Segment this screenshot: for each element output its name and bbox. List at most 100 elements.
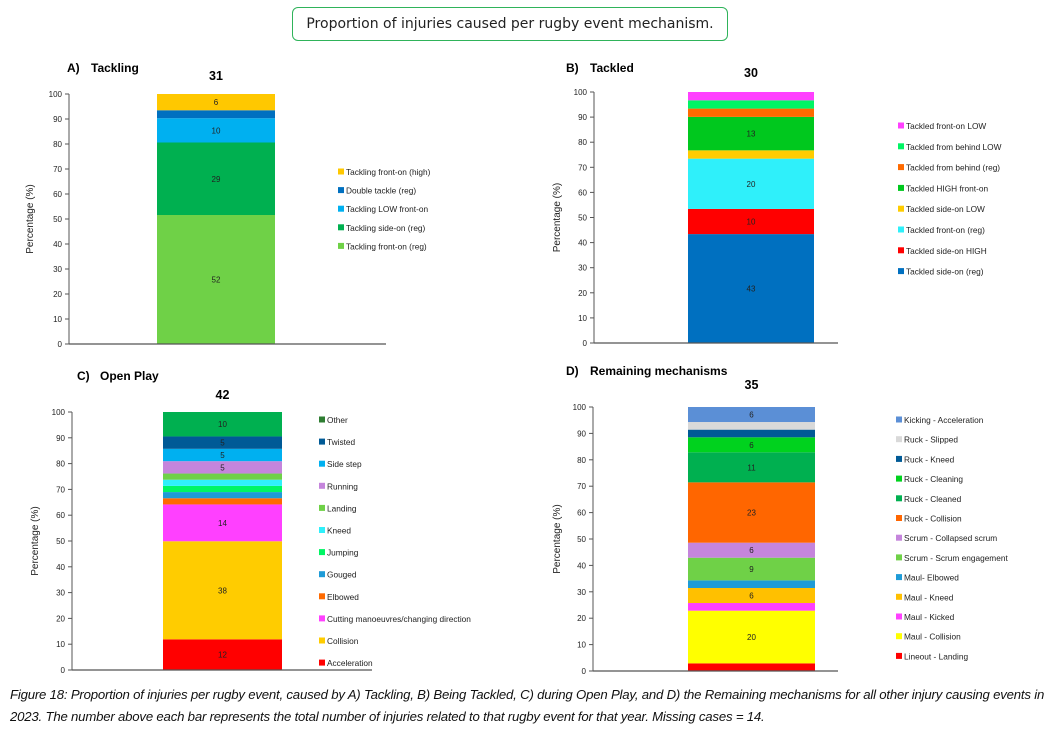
legend-label: Tackled front-on (reg) [906, 225, 985, 235]
bar-segment [688, 234, 814, 343]
y-tick-label: 40 [53, 240, 62, 249]
bar-segment [157, 110, 275, 119]
figure-caption: Figure 18: Proportion of injuries per ru… [10, 687, 1045, 724]
y-tick-label: 70 [53, 165, 62, 174]
data-label: 20 [747, 633, 756, 642]
legend-label: Maul - Collision [904, 632, 961, 642]
data-label: 20 [747, 180, 756, 189]
panel-letter: B) [566, 61, 579, 75]
data-label: 43 [747, 285, 756, 294]
y-tick-label: 90 [53, 115, 62, 124]
bar-total-label: 30 [744, 66, 758, 80]
bar-segment [163, 541, 282, 640]
legend-label: Maul- Elbowed [904, 573, 959, 583]
legend-label: Tackling side-on (reg) [346, 223, 426, 233]
data-label: 38 [218, 586, 227, 595]
y-axis-label: Percentage (%) [552, 183, 563, 252]
panel-title: Tackling [91, 61, 139, 75]
data-label: 11 [747, 463, 756, 472]
data-label: 9 [749, 565, 754, 574]
bar-total-label: 42 [216, 388, 230, 402]
bar-segment [688, 100, 814, 109]
legend-swatch [319, 527, 325, 533]
y-tick-label: 70 [577, 482, 586, 491]
legend-label: Gouged [327, 570, 357, 580]
legend-label: Side step [327, 459, 362, 469]
legend-swatch [896, 436, 902, 443]
y-tick-label: 50 [578, 214, 587, 223]
bar-total-label: 31 [209, 69, 223, 83]
legend-swatch [896, 633, 902, 640]
legend-swatch [896, 554, 902, 561]
data-label: 52 [212, 276, 221, 285]
chart-panel-c: C) Open Play42123814555100102030405060708… [30, 369, 471, 675]
bar-segment [163, 479, 282, 486]
panel-title: Open Play [100, 369, 159, 383]
bar-segment [163, 473, 282, 480]
legend-label: Elbowed [327, 592, 359, 602]
legend-label: Tackled front-on LOW [906, 121, 986, 131]
legend-swatch [319, 438, 325, 445]
bar-segment [163, 492, 282, 499]
data-label: 6 [749, 592, 754, 601]
legend-swatch [898, 184, 904, 191]
y-tick-label: 20 [577, 614, 586, 623]
legend-label: Tackled from behind (reg) [906, 163, 1000, 173]
legend-label: Other [327, 415, 348, 425]
y-tick-label: 10 [56, 640, 65, 649]
legend-swatch [319, 549, 325, 556]
legend-swatch [338, 205, 344, 212]
legend-label: Tackled side-on (reg) [906, 267, 984, 277]
legend-swatch [898, 122, 904, 129]
y-tick-label: 40 [56, 563, 65, 572]
legend-label: Tackled from behind LOW [906, 142, 1002, 152]
data-label: 6 [749, 411, 754, 420]
legend-swatch [896, 416, 902, 423]
y-tick-label: 70 [56, 485, 65, 494]
bar-segment [163, 498, 282, 505]
data-label: 14 [218, 519, 227, 528]
bar-segment [688, 108, 814, 117]
panel-title: Remaining mechanisms [590, 364, 728, 378]
legend-swatch [319, 504, 325, 511]
bar-segment [688, 92, 814, 101]
y-tick-label: 100 [574, 88, 588, 97]
legend-label: Tackled side-on LOW [906, 204, 985, 214]
legend-label: Collision [327, 636, 359, 646]
y-tick-label: 0 [61, 666, 66, 675]
bar-segment [163, 485, 282, 493]
legend-swatch [898, 205, 904, 212]
legend-swatch [338, 224, 344, 231]
legend-swatch [338, 187, 344, 194]
bar-segment [157, 215, 275, 344]
y-tick-label: 30 [56, 589, 65, 598]
y-tick-label: 100 [49, 90, 63, 99]
bar-segment [163, 639, 282, 670]
y-tick-label: 60 [578, 188, 587, 197]
y-tick-label: 30 [577, 588, 586, 597]
legend-label: Twisted [327, 437, 356, 447]
legend-swatch [898, 164, 904, 171]
legend-label: Tackled HIGH front-on [906, 183, 988, 193]
y-tick-label: 80 [577, 456, 586, 465]
legend-swatch [319, 637, 325, 644]
y-tick-label: 70 [578, 163, 587, 172]
legend-label: Acceleration [327, 658, 373, 668]
y-axis-label: Percentage (%) [25, 184, 36, 253]
bar-segment [688, 150, 814, 159]
legend-swatch [338, 242, 344, 249]
legend-swatch [898, 143, 904, 150]
data-label: 29 [212, 175, 221, 184]
bar-total-label: 35 [745, 378, 759, 392]
y-tick-label: 0 [582, 667, 587, 676]
y-tick-label: 10 [578, 314, 587, 323]
data-label: 6 [749, 546, 754, 555]
legend-swatch [319, 460, 325, 467]
bar-segment [163, 504, 282, 542]
y-axis-label: Percentage (%) [552, 504, 563, 573]
y-tick-label: 100 [573, 403, 587, 412]
bar-segment [688, 482, 815, 543]
legend-label: Tackling front-on (high) [346, 167, 431, 177]
y-tick-label: 20 [53, 290, 62, 299]
legend-swatch [319, 416, 325, 423]
